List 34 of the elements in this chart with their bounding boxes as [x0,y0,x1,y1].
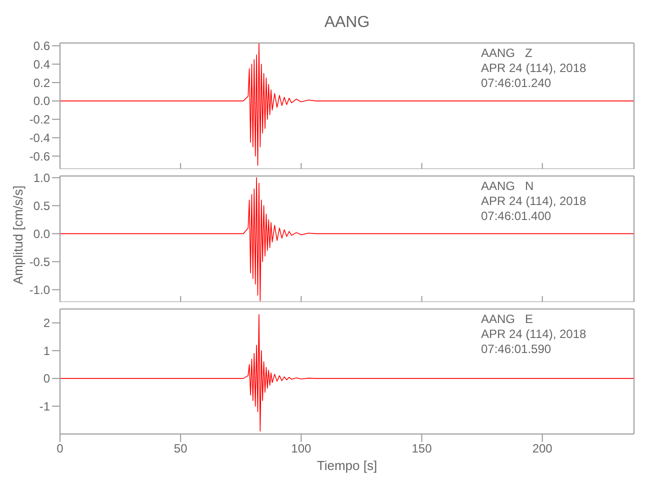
annotation: APR 24 (114), 2018 [481,61,586,76]
y-tick-label: 1 [43,344,50,358]
x-axis-title: Tiempo [s] [316,458,378,473]
y-tick-label: 0.5 [33,198,50,213]
y-tick-label: -0.4 [29,130,50,145]
x-tick-label: 50 [174,442,188,456]
chart-title: AANG [323,13,371,33]
y-tick-label: 0.2 [33,76,50,90]
y-tick-label: 0.6 [33,39,50,54]
line-series [60,314,634,432]
annotation: 07:46:01.240 [481,76,552,91]
annotation: APR 24 (114), 2018 [481,327,586,342]
y-tick-label: -0.6 [29,149,50,164]
y-tick-label: 1.0 [33,170,50,185]
x-tick-label: 0 [56,442,64,456]
annotation: 07:46:01.590 [481,342,552,357]
x-tick-label: 100 [291,442,312,456]
y-tick-label: 0.4 [33,57,50,72]
y-tick-label: 0.0 [33,226,50,241]
annotation: AANG Z [481,46,534,61]
y-tick-label: -1.0 [29,282,50,297]
x-tick-label: 150 [412,442,432,456]
y-tick-label: 0.0 [33,94,50,108]
y-tick-label: 0 [43,372,50,386]
annotation: AANG E [481,312,534,327]
y-tick-label: 2 [43,316,50,330]
y-tick-label: -0.2 [29,112,50,127]
y-tick-label: -0.5 [29,254,50,269]
y-axis-title: Amplitud [cm/s/s] [10,186,26,284]
annotation: APR 24 (114), 2018 [481,194,586,209]
annotation: AANG N [481,179,535,194]
y-tick-label: -1 [39,399,50,414]
annotation: 07:46:01.400 [481,209,552,224]
x-tick-label: 200 [532,442,553,456]
